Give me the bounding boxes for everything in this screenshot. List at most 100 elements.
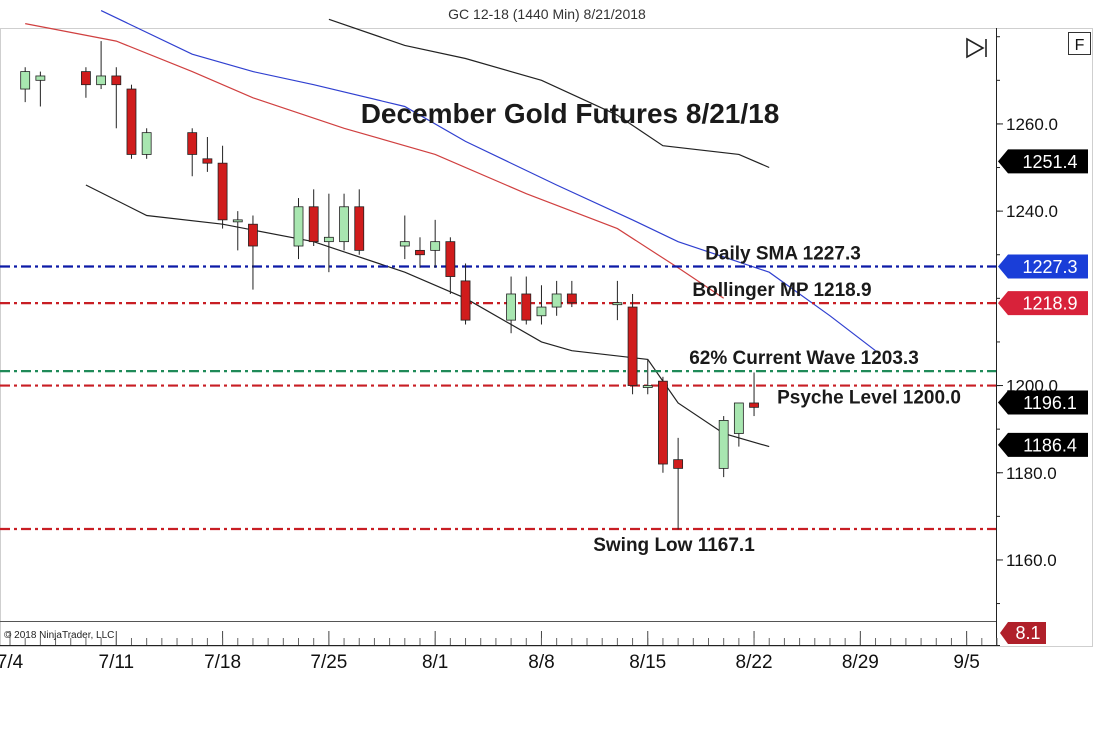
candle bbox=[430, 219, 441, 268]
f-button-label: F bbox=[1075, 37, 1085, 54]
candle-body bbox=[445, 241, 456, 277]
candle bbox=[96, 41, 107, 90]
candle-body bbox=[460, 280, 471, 321]
candle-body bbox=[551, 293, 562, 308]
candle-body bbox=[111, 75, 122, 86]
candle bbox=[308, 189, 319, 247]
candle bbox=[506, 276, 516, 334]
candle-body bbox=[415, 249, 425, 256]
candle-body bbox=[232, 219, 243, 223]
candle bbox=[749, 372, 759, 417]
candle-body bbox=[399, 241, 410, 247]
price-badge: 1218.9 bbox=[998, 291, 1088, 316]
candle-body bbox=[20, 71, 31, 90]
candle bbox=[566, 280, 577, 308]
candle bbox=[445, 237, 456, 294]
candle-body bbox=[217, 162, 228, 221]
x-tick-label: 8/15 bbox=[629, 652, 666, 673]
candle-body bbox=[612, 302, 623, 306]
candle-body bbox=[749, 402, 759, 408]
candle-body bbox=[658, 380, 668, 465]
price-badge: 1196.1 bbox=[998, 390, 1088, 415]
badge-value: 1218.9 bbox=[1022, 294, 1077, 314]
badge-shape bbox=[1000, 622, 1046, 644]
candle bbox=[354, 189, 365, 255]
candle-body bbox=[718, 420, 729, 469]
candle-body bbox=[566, 293, 577, 304]
candle bbox=[202, 137, 213, 172]
candle-body bbox=[673, 459, 684, 469]
candle-body bbox=[141, 132, 152, 155]
price-badges: 1227.3 1218.9 1251.4 1196.1 1186.4 8.1 bbox=[998, 149, 1088, 644]
candle bbox=[81, 67, 91, 98]
candle bbox=[35, 71, 46, 107]
candle-body bbox=[81, 71, 91, 86]
x-tick-label: 7/11 bbox=[99, 652, 135, 673]
x-tick-label: 8/1 bbox=[422, 652, 448, 673]
candle bbox=[126, 84, 137, 159]
candle bbox=[399, 215, 410, 260]
candle bbox=[658, 376, 668, 473]
play-icon[interactable] bbox=[966, 37, 987, 59]
candle bbox=[20, 67, 31, 103]
copyright: © 2018 NinjaTrader, LLC bbox=[4, 630, 114, 641]
badge-shape bbox=[998, 291, 1088, 316]
candle bbox=[323, 193, 334, 273]
badge-value: 1227.3 bbox=[1022, 257, 1077, 277]
horizontal-levels bbox=[0, 265, 996, 531]
x-tick-label: 8/22 bbox=[736, 652, 773, 673]
candle bbox=[673, 437, 684, 530]
candle-body bbox=[627, 306, 638, 386]
candle-body bbox=[323, 236, 334, 243]
indicator-lines bbox=[25, 10, 876, 448]
level-annotation: Bollinger MP 1218.9 bbox=[692, 280, 871, 301]
level-annotation: Daily SMA 1227.3 bbox=[705, 244, 861, 265]
candle-body bbox=[35, 75, 46, 81]
candle-body bbox=[354, 206, 365, 251]
y-tick-label: 1260.0 bbox=[1006, 115, 1058, 134]
candle-body bbox=[248, 223, 258, 247]
price-badge: 1251.4 bbox=[998, 149, 1088, 174]
badge-value: 1251.4 bbox=[1022, 152, 1077, 172]
candle bbox=[551, 280, 562, 316]
badge-value: 8.1 bbox=[1015, 623, 1040, 643]
x-tick-label: 8/8 bbox=[528, 652, 554, 673]
candle bbox=[217, 145, 228, 229]
y-tick-label: 1240.0 bbox=[1006, 202, 1058, 221]
candle-body bbox=[308, 206, 319, 243]
candle bbox=[415, 237, 425, 268]
candle-body bbox=[187, 132, 198, 155]
candle bbox=[111, 67, 122, 129]
x-tick-label: 7/18 bbox=[204, 652, 241, 673]
candle bbox=[248, 215, 258, 290]
window-title: GC 12-18 (1440 Min) 8/21/2018 bbox=[448, 6, 646, 22]
candle bbox=[521, 276, 532, 325]
x-tick-label: 7/4 bbox=[0, 652, 24, 673]
price-badge: 1227.3 bbox=[998, 254, 1088, 279]
y-tick-label: 1180.0 bbox=[1006, 464, 1057, 483]
indicator-line bbox=[85, 184, 770, 448]
candle bbox=[536, 285, 547, 325]
indicator-line bbox=[100, 10, 876, 352]
x-axis-ticks: 7/4 7/11 7/18 7/25 8/1 8/8 8/15 8/22 8/29 9/5 bbox=[0, 631, 998, 673]
candle bbox=[612, 280, 623, 321]
candle-body bbox=[126, 88, 137, 155]
candle bbox=[232, 211, 243, 251]
level-annotation: Psyche Level 1200.0 bbox=[777, 388, 961, 409]
candle bbox=[733, 402, 744, 447]
candle bbox=[460, 263, 471, 325]
candle-body bbox=[96, 75, 107, 86]
badge-shape bbox=[998, 432, 1088, 457]
x-tick-label: 9/5 bbox=[953, 652, 979, 673]
level-annotation: Swing Low 1167.1 bbox=[593, 535, 755, 556]
chart-title: December Gold Futures 8/21/18 bbox=[361, 98, 780, 129]
f-button[interactable]: F bbox=[1068, 32, 1091, 55]
candle-body bbox=[339, 206, 349, 243]
candle-body bbox=[202, 158, 213, 164]
indicator-line bbox=[328, 18, 770, 169]
candle-body bbox=[521, 293, 532, 321]
annotations: Daily SMA 1227.3 Bollinger MP 1218.9 62% C… bbox=[593, 244, 961, 556]
badge-shape bbox=[998, 254, 1088, 279]
candle-body bbox=[642, 385, 653, 388]
